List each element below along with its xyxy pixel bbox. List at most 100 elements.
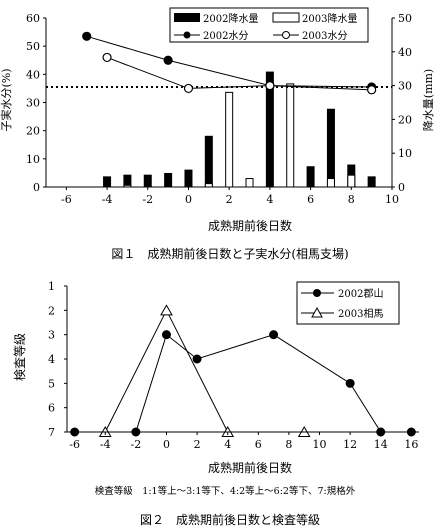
- chart1-bars: [103, 71, 376, 188]
- chart1-xtick-label: 8: [348, 193, 355, 206]
- chart1-bar-2003-rain: [204, 183, 213, 188]
- chart1-bar-2002-rain: [326, 108, 335, 188]
- chart2-ytick-label: 4: [48, 353, 55, 366]
- legend-swatch-2003-rain: [272, 12, 300, 23]
- chart2-xtick-label: 0: [163, 438, 170, 451]
- chart2-xlabel: 成熟期前後日数: [208, 460, 292, 475]
- chart1-point-2002-moisture: [82, 31, 92, 41]
- legend-marker-2003-moisture: [282, 31, 290, 39]
- chart1-xtick-label: 2: [226, 193, 233, 206]
- chart1-xtick-label: -4: [102, 193, 113, 206]
- chart1-bar-2002-rain: [367, 176, 376, 188]
- legend-swatch-2002-rain: [174, 13, 200, 22]
- chart2-ytick-label: 2: [48, 304, 55, 317]
- chart1-xtick-label: -6: [61, 193, 72, 206]
- chart2-lines: [70, 304, 416, 437]
- chart1-point-2003-moisture: [265, 80, 275, 91]
- chart1-ytick-left-label: 40: [26, 68, 40, 81]
- chart1-point-2002-moisture: [163, 55, 173, 65]
- legend-label-2002-koriyama: 2002郡山: [338, 288, 383, 300]
- chart1-xtick-label: 0: [185, 193, 192, 206]
- chart1-bar-2003-rain: [347, 174, 356, 188]
- legend-marker-2002-koriyama: [313, 289, 321, 297]
- chart1-ytick-right-label: 30: [398, 80, 412, 93]
- chart2-point-2002-koriyama: [161, 330, 171, 340]
- chart1-ytick-left-label: 30: [26, 97, 40, 110]
- chart2-point-2002-koriyama: [345, 378, 355, 388]
- chart1-ytick-right-label: 10: [398, 147, 412, 160]
- chart1-xtick-label: 6: [307, 193, 314, 206]
- chart1-lines: [82, 31, 377, 95]
- chart2-xtick-label: 2: [194, 438, 201, 451]
- chart2-xtick-label: -4: [100, 438, 111, 451]
- chart2-ytick-label: 5: [48, 377, 55, 390]
- chart2-line-2003-soma: [104, 309, 305, 433]
- chart1-ytick-left-label: 50: [26, 40, 40, 53]
- legend-label-2002-moisture: 2002水分: [203, 30, 248, 42]
- legend-label-2002-rain: 2002降水量: [203, 12, 258, 25]
- chart2-point-2002-koriyama: [192, 354, 202, 364]
- chart1-xtick-label: -2: [142, 193, 153, 206]
- chart1-bar-2003-rain: [286, 83, 295, 188]
- chart1-ytick-right-label: 0: [398, 181, 405, 194]
- chart1-point-2003-moisture: [102, 52, 112, 63]
- chart2-xtick-label: 10: [313, 438, 327, 451]
- chart1-ytick-left-label: 0: [33, 181, 40, 194]
- chart1-bar-2002-rain: [306, 166, 315, 188]
- legend-marker-2002-moisture: [183, 31, 191, 39]
- chart2-xtick-label: 12: [343, 438, 357, 451]
- chart2-caption: 図２ 成熟期前後日数と検査等級: [140, 512, 320, 527]
- chart1-ytick-left-label: 10: [26, 153, 40, 166]
- chart1-line-2002-moisture: [86, 35, 372, 88]
- chart2-point-2003-soma: [160, 304, 173, 316]
- chart1-bar-2003-rain: [225, 91, 234, 188]
- chart1-ylabel-left: 子実水分(%): [0, 68, 13, 131]
- chart1-bar-2002-rain: [143, 174, 152, 188]
- chart1-bar-2002-rain: [204, 135, 213, 188]
- chart2-note: 検査等級 1:1等上～3:1等下、4:2等上～6:2等下、7:規格外: [95, 485, 356, 497]
- chart1-line-2003-moisture: [106, 56, 372, 91]
- chart1-bar-2002-rain: [184, 169, 193, 188]
- chart2-line-2002-koriyama: [74, 333, 412, 433]
- chart2-xtick-label: -2: [131, 438, 142, 451]
- chart1-point-2003-moisture: [367, 85, 377, 95]
- chart1-axes: [43, 17, 395, 190]
- chart1-ylabel-right: 降水量(mm): [421, 69, 435, 131]
- legend-marker-2003-soma: [311, 306, 323, 318]
- chart1-ytick-right-label: 40: [398, 46, 412, 59]
- chart2-xtick-label: 8: [285, 438, 292, 451]
- legend-label-2003-moisture: 2003水分: [302, 30, 347, 42]
- chart2-ytick-label: 1: [48, 280, 55, 293]
- chart1-legend: 2002降水量 2003降水量 2002水分 2003水分: [169, 7, 369, 43]
- chart2-ytick-label: 6: [48, 402, 55, 415]
- chart2-xtick-label: -6: [69, 438, 80, 451]
- chart2-xtick-label: 4: [224, 438, 231, 451]
- chart1-bar-2002-rain: [164, 172, 173, 188]
- chart1-xtick-label: 4: [266, 193, 273, 206]
- chart2-xtick-label: 14: [374, 438, 388, 451]
- chart1-xtick-label: 10: [385, 193, 399, 206]
- chart1-bar-2002-rain: [103, 176, 112, 188]
- legend-label-2003-soma: 2003相馬: [338, 307, 383, 320]
- chart1-ytick-left-label: 20: [26, 125, 40, 138]
- chart1-bar-2003-rain: [326, 178, 335, 188]
- chart1-ytick-right-label: 20: [398, 113, 412, 126]
- chart2-ytick-label: 7: [48, 426, 55, 439]
- chart1-ytick-left-label: 60: [26, 12, 40, 25]
- chart1-bar-2003-rain: [245, 178, 254, 188]
- chart1-xlabel: 成熟期前後日数: [208, 218, 292, 233]
- chart1-caption: 図１ 成熟期前後日数と子実水分(相馬支場): [111, 246, 348, 261]
- chart2-xtick-label: 16: [404, 438, 418, 451]
- chart2-axes: [64, 285, 419, 435]
- chart2-ylabel: 検査等級: [13, 333, 27, 381]
- chart2-legend: 2002郡山 2003相馬: [296, 281, 400, 325]
- chart1-point-2003-moisture: [183, 83, 194, 94]
- chart2-point-2002-koriyama: [269, 330, 279, 340]
- chart2-ytick-label: 3: [48, 329, 55, 342]
- legend-label-2003-rain: 2003降水量: [302, 12, 357, 25]
